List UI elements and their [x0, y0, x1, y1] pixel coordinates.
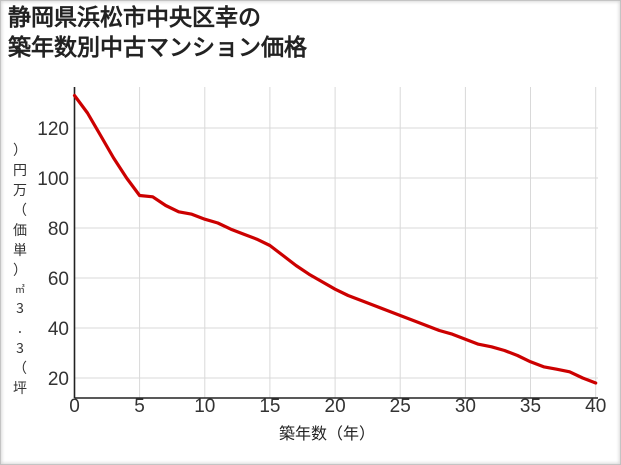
svg-text:3: 3	[16, 338, 24, 358]
svg-text:40: 40	[48, 319, 69, 340]
svg-text:価: 価	[13, 220, 27, 240]
svg-text:35: 35	[520, 396, 541, 417]
svg-text:.: .	[18, 318, 22, 338]
svg-text:20: 20	[48, 369, 69, 390]
svg-text:100: 100	[37, 169, 69, 190]
svg-text:坪: 坪	[13, 378, 27, 398]
svg-text:80: 80	[48, 219, 69, 240]
svg-text:0: 0	[69, 396, 80, 417]
svg-text:㎥: ㎥	[15, 281, 25, 296]
svg-text:5: 5	[134, 396, 145, 417]
svg-text:120: 120	[37, 119, 69, 140]
svg-text:60: 60	[48, 269, 69, 290]
svg-text:3: 3	[16, 298, 24, 318]
svg-text:30: 30	[455, 396, 476, 417]
svg-text:10: 10	[194, 396, 215, 417]
svg-text:）: ）	[13, 140, 27, 160]
svg-text:25: 25	[390, 396, 411, 417]
svg-text:円: 円	[13, 160, 27, 180]
svg-text:）: ）	[13, 260, 27, 280]
svg-text:築年数（年）: 築年数（年）	[279, 425, 375, 443]
svg-text:万: 万	[13, 180, 27, 200]
svg-text:15: 15	[259, 396, 280, 417]
svg-text:単: 単	[13, 240, 27, 260]
svg-text:（: （	[13, 200, 27, 220]
svg-text:20: 20	[325, 396, 346, 417]
svg-text:40: 40	[585, 396, 606, 417]
svg-text:（: （	[13, 358, 27, 378]
